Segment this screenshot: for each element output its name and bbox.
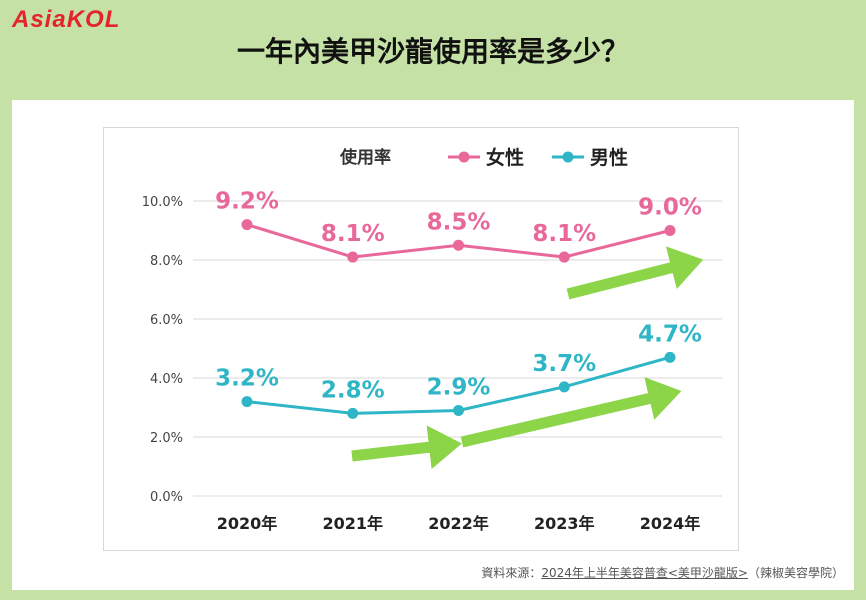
x-tick-label: 2024年 (640, 514, 701, 533)
page-title: 一年內美甲沙龍使用率是多少？ (236, 35, 629, 68)
y-tick-label: 0.0% (150, 490, 183, 505)
legend-title: 使用率 (339, 147, 391, 168)
data-label: 9.0% (638, 195, 702, 221)
plot-frame (103, 127, 739, 551)
x-tick-label: 2023年 (534, 514, 595, 533)
y-tick-label: 6.0% (150, 313, 183, 328)
data-label: 4.7% (638, 321, 702, 347)
legend-swatch-marker (562, 151, 574, 163)
data-point (241, 396, 253, 408)
trend-arrow (351, 425, 462, 470)
y-tick-label: 10.0% (142, 195, 183, 210)
x-tick-label: 2021年 (322, 514, 383, 533)
source-note: 資料來源：2024年上半年美容普查<美甲沙龍版>（辣椒美容學院） (481, 564, 844, 581)
legend-label: 男性 (590, 146, 628, 169)
data-point (453, 404, 464, 416)
data-point (558, 381, 570, 393)
data-label: 3.7% (532, 351, 596, 377)
y-tick-label: 2.0% (150, 431, 183, 446)
data-label: 3.2% (215, 366, 279, 392)
data-point (664, 351, 676, 363)
data-label: 8.1% (321, 221, 385, 247)
data-label: 8.1% (532, 221, 596, 247)
trend-arrow (566, 246, 704, 300)
data-label: 2.8% (321, 377, 385, 403)
trend-arrow (460, 377, 682, 448)
data-label: 8.5% (427, 209, 491, 235)
legend-swatch-marker (458, 151, 470, 163)
data-label: 9.2% (215, 189, 279, 215)
y-tick-label: 4.0% (150, 372, 183, 387)
data-point (453, 239, 464, 251)
data-point (347, 251, 359, 263)
brand-logo: AsiaKOL (12, 6, 121, 33)
source-prefix: 資料來源： (481, 566, 542, 580)
x-tick-label: 2022年 (428, 514, 489, 533)
legend-label: 女性 (486, 146, 524, 169)
data-label: 2.9% (427, 374, 491, 400)
source-suffix: （辣椒美容學院） (747, 566, 844, 580)
data-point (241, 219, 253, 231)
y-tick-label: 8.0% (150, 254, 183, 269)
data-point (558, 251, 570, 263)
data-point (664, 225, 676, 236)
x-tick-label: 2020年 (217, 514, 278, 533)
source-link[interactable]: 2024年上半年美容普查<美甲沙龍版> (541, 566, 748, 580)
data-point (347, 407, 359, 419)
